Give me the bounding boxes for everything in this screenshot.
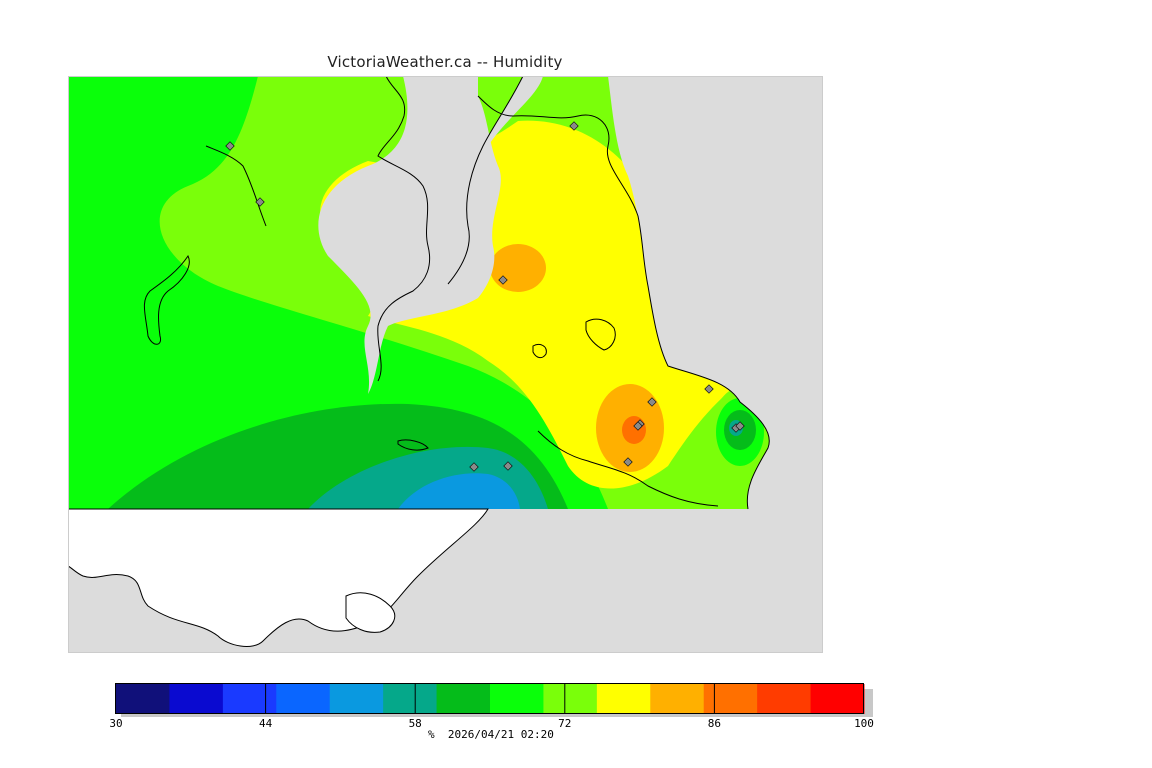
- legend-swatch: [810, 684, 865, 714]
- saanich-inlet-water: [448, 76, 543, 284]
- legend-tick-label: 44: [259, 717, 273, 730]
- legend-tick-label: 86: [708, 717, 721, 730]
- coastline-islands-west: [143, 145, 267, 345]
- coastline-west: [377, 76, 431, 382]
- station-marker: [503, 461, 513, 471]
- haro-strait-water: [608, 76, 823, 509]
- coastlines: [143, 76, 770, 510]
- legend-swatch: [116, 684, 170, 714]
- legend-swatch: [543, 684, 598, 714]
- legend-frame: [115, 683, 864, 714]
- coastline-saanich: [477, 95, 770, 510]
- legend-swatch: [596, 684, 651, 714]
- weather-stations: [225, 121, 745, 472]
- legend-swatch: [383, 684, 438, 714]
- chart-title: VictoriaWeather.ca -- Humidity: [327, 53, 563, 71]
- station-marker: [633, 421, 643, 431]
- san-juan-island-land: [345, 592, 396, 633]
- station-marker: [255, 197, 265, 207]
- legend-tick-label: 58: [409, 717, 422, 730]
- coastline-inlet: [447, 76, 524, 285]
- contour-orange-north: [490, 244, 546, 292]
- station-marker: [647, 397, 657, 407]
- station-marker: [623, 457, 633, 467]
- humidity-map: [68, 76, 823, 653]
- unit-label: %: [428, 728, 435, 741]
- legend-swatch: [757, 684, 812, 714]
- contour-deep-orange: [622, 416, 646, 444]
- legend-ticks: 30 44 58 72 86 100: [109, 684, 874, 730]
- station-marker: [569, 121, 579, 131]
- legend-shadow: [121, 689, 873, 717]
- legend-tick-label: 72: [558, 717, 571, 730]
- legend-tick-label: 30: [109, 717, 122, 730]
- timestamp: 2026/04/21 02:20: [447, 728, 554, 741]
- grid-border: [68, 76, 823, 653]
- station-marker: [498, 275, 508, 285]
- station-marker: [225, 141, 235, 151]
- legend-swatch: [703, 684, 758, 714]
- station-marker: [704, 384, 714, 394]
- legend-swatches: [116, 684, 865, 714]
- coastline-south: [537, 430, 719, 507]
- legend-swatch: [169, 684, 224, 714]
- legend-swatch: [329, 684, 384, 714]
- legend-swatch: [490, 684, 544, 714]
- strait-west-water: [318, 76, 501, 394]
- unit-and-timestamp: % 2026/04/21 02:20: [428, 728, 554, 741]
- legend-swatch: [222, 684, 277, 714]
- coastline-lakes: [532, 318, 616, 359]
- contour-blue-south: [398, 473, 520, 509]
- legend-swatch: [436, 684, 491, 714]
- legend-swatch: [276, 684, 331, 714]
- station-marker: [735, 421, 745, 431]
- coastline-sooke-basin: [397, 439, 429, 451]
- legend-swatch: [650, 684, 705, 714]
- station-marker: [469, 462, 479, 472]
- legend-tick-label: 100: [854, 717, 874, 730]
